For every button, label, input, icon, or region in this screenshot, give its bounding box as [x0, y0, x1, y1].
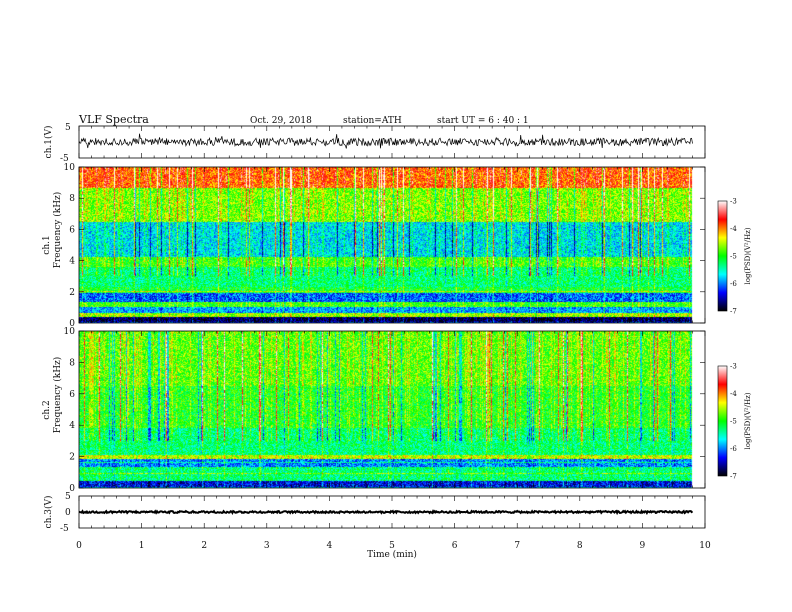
ch1-spectrogram-ylabel: Frequency (kHz): [52, 192, 63, 269]
ch2-colorbar-tick: -3: [730, 363, 737, 371]
ch1-spectrogram-ytick-label: 2: [69, 288, 75, 298]
ch1-colorbar-tick: -3: [730, 198, 737, 206]
time-axis-tick-label: 7: [514, 541, 520, 551]
ch1-spectrogram-image: [79, 167, 705, 323]
station-label: station=ATH: [343, 116, 402, 126]
time-axis-label: Time (min): [367, 549, 417, 560]
time-axis-tick-label: 6: [452, 541, 458, 551]
ch2-colorbar-scale: [717, 365, 728, 477]
ch2-spectrogram-channel-label: ch.2: [42, 400, 52, 419]
ch1-spectrogram-ytick-label: 6: [69, 225, 75, 235]
ch2-colorbar: -7 -6 -5 -4 -3 log(PSD)(V²/Hz): [717, 363, 752, 481]
start-ut-label: start UT = 6 : 40 : 1: [437, 116, 529, 126]
time-axis-tick-label: 10: [699, 541, 711, 551]
ch2-spectrogram-ytick-label: 2: [69, 453, 75, 463]
ch1-colorbar-scale: [717, 200, 728, 312]
figure-title: VLF Spectra: [78, 113, 149, 126]
time-axis-tick-label: 5: [389, 541, 395, 551]
time-axis-tick-label: 4: [327, 541, 333, 551]
ch2-spectrogram-ytick-label: 0: [69, 484, 75, 494]
ch2-colorbar-tick: -4: [730, 390, 737, 398]
ch1-waveform-trace: [79, 133, 693, 149]
ch2-colorbar-label: log(PSD)(V²/Hz): [744, 392, 752, 449]
ch2-spectrogram-ytick-label: 8: [69, 358, 75, 368]
ch3-waveform-trace: [79, 509, 694, 516]
ch2-spectrogram-panel: 0 2 4 6 8 10 ch.2 Frequency (kHz): [42, 327, 706, 494]
ch2-colorbar-tick: -6: [730, 445, 737, 453]
time-axis-tick-label: 8: [577, 541, 583, 551]
ch3-ytick-neg5: -5: [60, 524, 69, 534]
time-axis-tick-label: 1: [139, 541, 145, 551]
ch1-waveform-panel: 5 -5 ch.1(V): [43, 123, 706, 164]
ch2-spectrogram-ylabel: Frequency (kHz): [52, 357, 63, 434]
ch1-colorbar: -7 -6 -5 -4 -3 log(PSD)(V²/Hz): [717, 198, 752, 316]
ch3-waveform-ylabel: ch.3(V): [43, 496, 54, 529]
ch3-ytick-0: 0: [65, 508, 71, 518]
ch1-colorbar-tick: -5: [730, 253, 737, 261]
ch1-colorbar-tick: -7: [730, 308, 737, 316]
ch1-colorbar-label: log(PSD)(V²/Hz): [744, 227, 752, 284]
date-label: Oct. 29, 2018: [250, 116, 312, 126]
ch2-spectrogram-ytick-label: 10: [64, 327, 76, 337]
ch1-colorbar-tick: -4: [730, 225, 737, 233]
time-axis-tick-label: 3: [264, 541, 270, 551]
ch2-spectrogram-ytick-label: 4: [69, 421, 75, 431]
ch1-spectrogram-channel-label: ch.1: [42, 235, 52, 254]
time-axis-tick-label: 0: [76, 541, 82, 551]
ch1-waveform-ylabel: ch.1(V): [43, 126, 54, 159]
time-axis-tick-labels: 0 1 2 3 4 5 6 7 8 9 10: [76, 541, 711, 551]
ch1-spectrogram-ytick-label: 8: [69, 194, 75, 204]
ch2-spectrogram-ytick-label: 6: [69, 390, 75, 400]
ch1-colorbar-tick: -6: [730, 280, 737, 288]
ch1-ytick-neg5: -5: [60, 154, 69, 164]
ch1-spectrogram-ytick-label: 0: [69, 319, 75, 329]
time-axis-tick-label: 2: [201, 541, 207, 551]
ch1-spectrogram-ytick-label: 4: [69, 257, 75, 267]
ch2-colorbar-tick: -5: [730, 418, 737, 426]
time-axis-tick-label: 9: [640, 541, 646, 551]
ch1-spectrogram-panel: 0 2 4 6 8 10 ch.1 Frequency (kHz): [42, 163, 706, 329]
ch2-colorbar-tick: -7: [730, 473, 737, 481]
ch1-ytick-5: 5: [65, 123, 71, 133]
ch3-ytick-5: 5: [65, 492, 71, 502]
ch2-spectrogram-image: [79, 331, 705, 488]
ch1-spectrogram-ytick-label: 10: [64, 163, 76, 173]
ch3-waveform-panel: 5 0 -5 ch.3(V): [43, 492, 706, 534]
